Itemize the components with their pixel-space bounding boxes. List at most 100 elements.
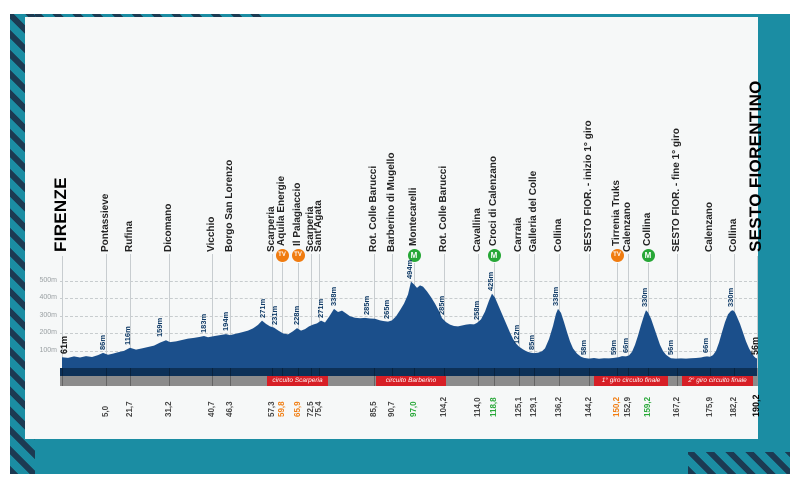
elevation-point-label: 330m [639, 288, 649, 308]
circuit-segment: 2° giro circuito finale [682, 375, 753, 386]
badge-letter: M [410, 250, 418, 260]
gpm-mountain-badge: M [407, 248, 421, 262]
km-label: 129,1 [529, 396, 538, 417]
location-label: Calenzano [703, 201, 715, 252]
tv-sprint-badge: TV [275, 248, 289, 262]
location-label: Montecarelli [407, 187, 419, 246]
gpm-mountain-badge: M [487, 248, 501, 262]
location-label: Pontassieve [99, 193, 111, 252]
elevation-area [62, 281, 757, 368]
km-label: 150,2 [612, 396, 621, 417]
km-label: 46,3 [225, 401, 234, 417]
km-tick-mark [519, 368, 520, 386]
location-tick-line [534, 254, 535, 386]
location-label: Il Palagiaccio [291, 182, 303, 246]
location-tick-line [311, 254, 312, 386]
elevation-point-label: 285m [361, 295, 371, 316]
elevation-point-label: 122m [511, 324, 521, 344]
location-label: Galleria del Colle [527, 170, 539, 252]
elevation-point-label: 330m [725, 288, 735, 308]
km-tick-mark [494, 368, 495, 386]
elevation-point-label: 61m [58, 336, 69, 355]
km-tick-mark [534, 368, 535, 386]
elevation-point-label: 285m [436, 295, 446, 316]
elevation-gridline [60, 280, 757, 282]
km-label: 144,2 [584, 396, 593, 417]
location-tick-line [519, 254, 520, 386]
baseline-bar [60, 368, 757, 376]
location-label: Calenzano [621, 201, 633, 252]
km-tick-mark [374, 368, 375, 386]
location-tick-line [106, 254, 107, 386]
elevation-point-label: 338m [328, 286, 338, 306]
elevation-point-label: 56m [749, 337, 760, 356]
km-label: 114,0 [473, 397, 482, 417]
location-label: Collina [641, 212, 653, 246]
elevation-axis-label: 500m [39, 276, 57, 284]
km-tick-mark [169, 368, 170, 386]
km-label: 5,0 [101, 405, 110, 417]
elevation-point-label: 425m [485, 271, 495, 291]
location-label: Collina [552, 218, 564, 252]
elevation-axis-label: 300m [39, 311, 57, 319]
tv-sprint-badge: TV [610, 248, 624, 262]
badge-letter: M [490, 250, 498, 260]
elevation-point-label: 66m [620, 338, 630, 354]
km-tick-mark [106, 368, 107, 386]
location-tick-line [272, 254, 273, 386]
elevation-point-label: 86m [97, 334, 107, 350]
badge-letter: M [644, 250, 652, 260]
diagonal-stripes-bottom-right [688, 452, 790, 474]
elevation-point-label: 58m [578, 339, 588, 355]
location-label: SESTO FIOR. - fine 1° giro [670, 128, 682, 252]
km-tick-mark [757, 368, 758, 386]
elevation-point-label: 271m [257, 298, 267, 318]
km-tick-mark [130, 368, 131, 386]
location-label: SESTO FIOR. - inizio 1° giro [582, 120, 594, 252]
km-label: 75,4 [314, 401, 323, 417]
km-label: 182,2 [729, 396, 738, 417]
km-tick-mark [677, 368, 678, 386]
km-label: 125,1 [514, 396, 523, 417]
elevation-point-label: 231m [269, 305, 279, 325]
elevation-point-label: 85m [526, 335, 536, 351]
location-tick-line [757, 256, 758, 386]
elevation-point-label: 56m [665, 340, 675, 356]
location-label: Rufina [123, 220, 135, 252]
km-label: 65,9 [293, 401, 302, 417]
km-label: 167,2 [672, 396, 681, 417]
location-tick-line [130, 254, 131, 386]
km-label: 21,7 [125, 401, 134, 417]
location-tick-line [478, 254, 479, 386]
km-label: 152,9 [623, 396, 632, 417]
location-label: Cavallina [471, 208, 483, 252]
location-label: Vicchio [205, 216, 217, 252]
elevation-point-label: 116m [122, 325, 132, 345]
elevation-axis-label: 100m [39, 346, 57, 354]
location-tick-line [444, 254, 445, 386]
location-label: Sant'Agata [312, 200, 324, 252]
km-tick-mark [212, 368, 213, 386]
km-label: 90,7 [387, 401, 396, 417]
location-tick-line [62, 256, 63, 386]
badge-letter: TV [294, 251, 302, 258]
location-tick-line [628, 254, 629, 386]
location-tick-line [677, 254, 678, 386]
location-tick-line [230, 254, 231, 386]
location-label: Barberino di Mugello [385, 152, 397, 252]
km-tick-mark [230, 368, 231, 386]
location-label: Dicomano [162, 203, 174, 252]
location-tick-line [298, 263, 299, 386]
route-endpoint-label: FIRENZE [51, 177, 70, 252]
elevation-point-label: 59m [608, 339, 618, 355]
km-label: 175,9 [705, 396, 714, 417]
location-tick-line [212, 254, 213, 386]
elevation-point-label: 228m [291, 305, 301, 326]
location-label: Croci di Calenzano [487, 155, 499, 246]
location-tick-line [617, 263, 618, 386]
location-label: Aquila Energie [275, 175, 287, 246]
gpm-mountain-badge: M [641, 248, 655, 262]
